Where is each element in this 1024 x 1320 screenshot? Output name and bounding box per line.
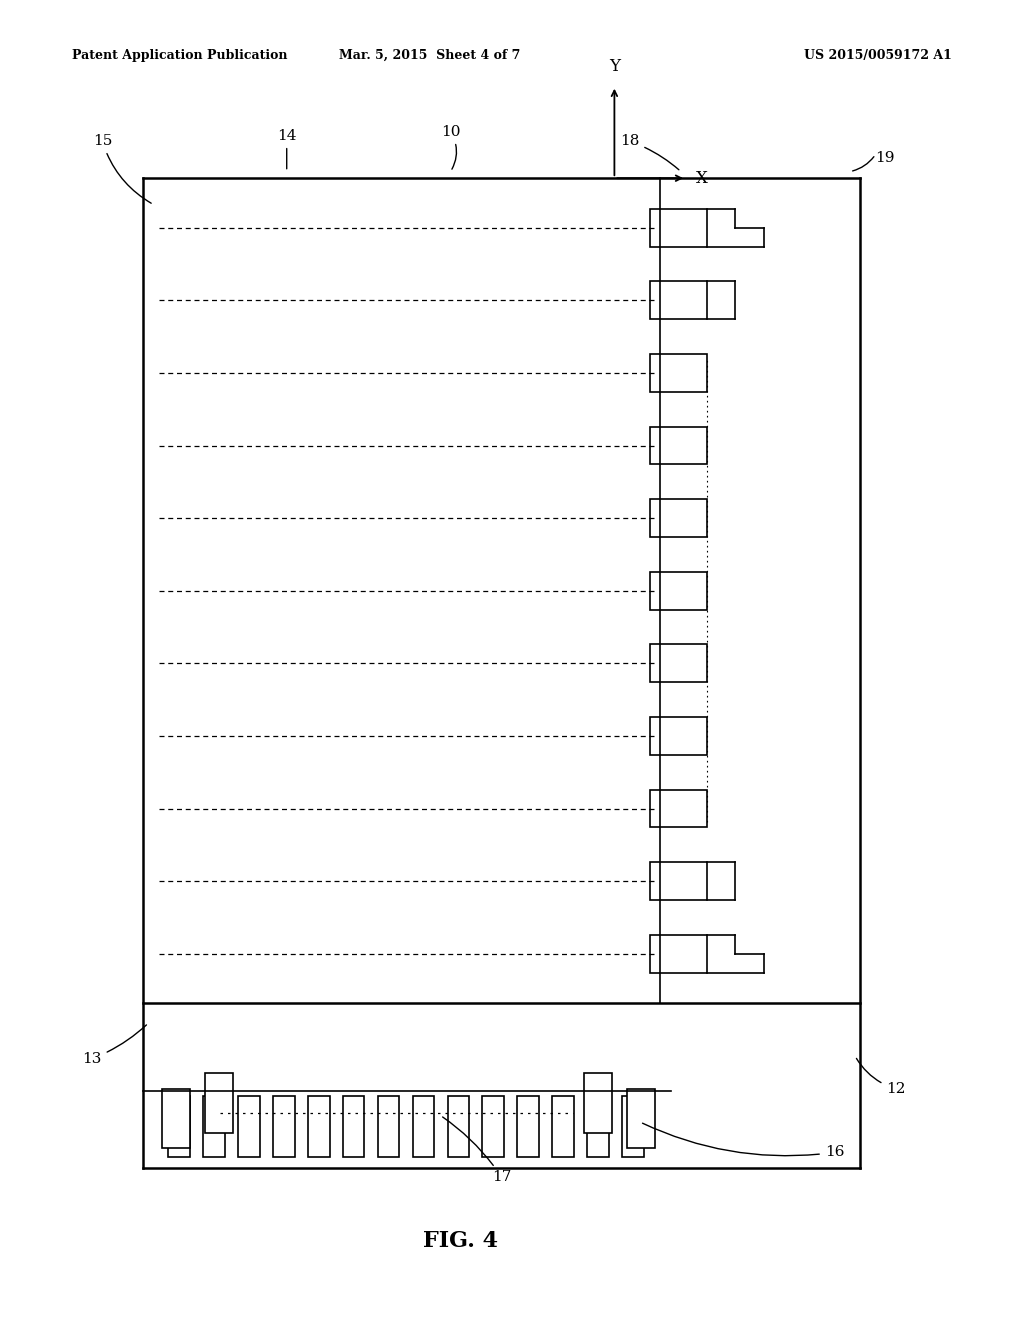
Text: FIG. 4: FIG. 4 bbox=[423, 1230, 499, 1251]
Bar bbox=[650, 354, 707, 392]
Bar bbox=[343, 1096, 365, 1156]
Bar bbox=[650, 499, 707, 537]
Bar bbox=[378, 1096, 399, 1156]
Bar bbox=[627, 1089, 655, 1148]
Bar bbox=[308, 1096, 330, 1156]
Bar bbox=[239, 1096, 260, 1156]
Bar bbox=[650, 935, 707, 973]
Bar bbox=[650, 644, 707, 682]
Bar bbox=[552, 1096, 573, 1156]
Bar bbox=[204, 1096, 225, 1156]
Text: Patent Application Publication: Patent Application Publication bbox=[72, 49, 287, 62]
Text: 19: 19 bbox=[876, 152, 895, 165]
Text: 15: 15 bbox=[93, 135, 152, 203]
Bar bbox=[168, 1096, 190, 1156]
Text: 14: 14 bbox=[276, 129, 297, 169]
Bar bbox=[584, 1073, 612, 1133]
Bar bbox=[517, 1096, 539, 1156]
Bar bbox=[273, 1096, 295, 1156]
Text: 17: 17 bbox=[442, 1117, 511, 1184]
Bar bbox=[650, 426, 707, 465]
Text: 13: 13 bbox=[83, 1024, 146, 1065]
Bar bbox=[587, 1096, 608, 1156]
Bar bbox=[205, 1073, 233, 1133]
Text: 16: 16 bbox=[642, 1123, 845, 1159]
Text: Mar. 5, 2015  Sheet 4 of 7: Mar. 5, 2015 Sheet 4 of 7 bbox=[339, 49, 521, 62]
Bar bbox=[162, 1089, 190, 1148]
Text: 18: 18 bbox=[621, 135, 679, 170]
Bar bbox=[622, 1096, 644, 1156]
Bar bbox=[650, 209, 707, 247]
Bar bbox=[482, 1096, 504, 1156]
Bar bbox=[650, 572, 707, 610]
Bar bbox=[650, 717, 707, 755]
Text: 12: 12 bbox=[856, 1059, 906, 1096]
Bar bbox=[447, 1096, 469, 1156]
Text: US 2015/0059172 A1: US 2015/0059172 A1 bbox=[805, 49, 952, 62]
Text: X: X bbox=[696, 170, 709, 186]
Text: 10: 10 bbox=[440, 125, 461, 169]
Bar bbox=[650, 862, 707, 900]
Bar bbox=[650, 789, 707, 828]
Bar bbox=[413, 1096, 434, 1156]
Text: Y: Y bbox=[609, 58, 620, 75]
Bar bbox=[650, 281, 707, 319]
